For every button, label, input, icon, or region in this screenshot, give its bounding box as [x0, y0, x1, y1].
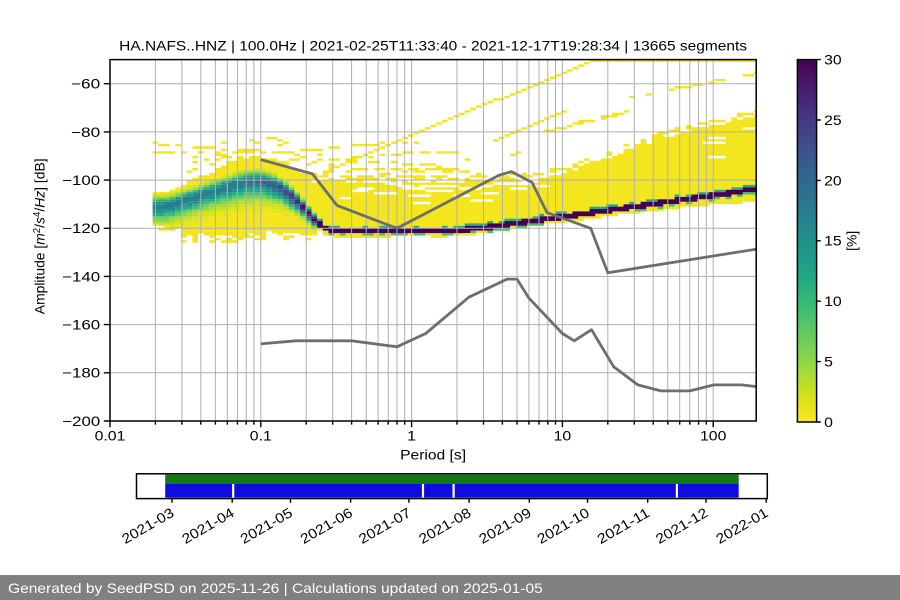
svg-text:5: 5 — [824, 354, 833, 370]
svg-text:10: 10 — [554, 427, 572, 443]
svg-text:−100: −100 — [62, 172, 100, 188]
svg-text:Amplitude [m2/s4/Hz] [dB]: Amplitude [m2/s4/Hz] [dB] — [32, 158, 48, 314]
svg-text:30: 30 — [824, 52, 842, 68]
svg-text:0.01: 0.01 — [95, 427, 126, 443]
svg-text:1: 1 — [407, 427, 416, 443]
svg-text:HA.NAFS..HNZ | 100.0Hz | 2021-: HA.NAFS..HNZ | 100.0Hz | 2021-02-25T11:3… — [119, 38, 747, 54]
svg-text:25: 25 — [824, 112, 842, 128]
svg-text:100: 100 — [700, 427, 727, 443]
svg-text:−200: −200 — [62, 413, 100, 429]
svg-text:0: 0 — [824, 414, 833, 430]
svg-text:0.1: 0.1 — [250, 427, 272, 443]
svg-text:−140: −140 — [62, 268, 100, 284]
svg-text:20: 20 — [824, 172, 842, 188]
svg-text:−80: −80 — [71, 124, 101, 140]
svg-text:−120: −120 — [62, 220, 100, 236]
svg-text:−60: −60 — [71, 76, 101, 92]
svg-text:Period [s]: Period [s] — [400, 446, 466, 462]
svg-text:−180: −180 — [62, 365, 100, 381]
svg-text:−160: −160 — [62, 317, 100, 333]
svg-text:15: 15 — [824, 233, 842, 249]
svg-text:Generated by SeedPSD on 2025-1: Generated by SeedPSD on 2025-11-26 | Cal… — [8, 580, 543, 596]
svg-text:[%]: [%] — [844, 231, 860, 251]
svg-text:10: 10 — [824, 293, 842, 309]
